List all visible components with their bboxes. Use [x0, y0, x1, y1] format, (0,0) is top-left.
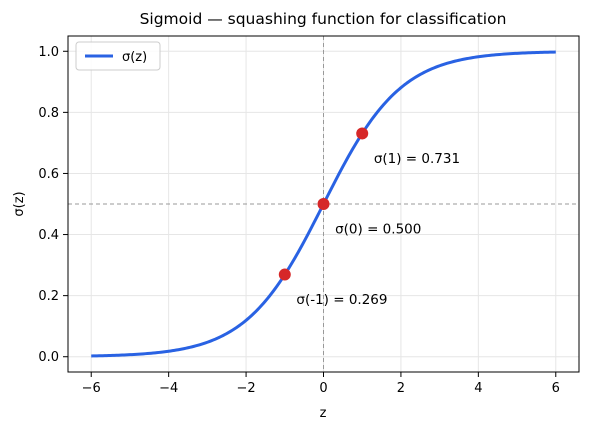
- y-tick-label-3: 0.6: [38, 167, 59, 182]
- legend-label: σ(z): [122, 50, 147, 65]
- x-tick-label-2: −2: [236, 381, 255, 396]
- x-tick-label-6: 6: [552, 381, 560, 396]
- highlight-point-label-1: σ(0) = 0.500: [335, 221, 421, 237]
- y-tick-label-2: 0.4: [38, 228, 59, 243]
- x-axis-label: z: [320, 406, 327, 421]
- chart-title: Sigmoid — squashing function for classif…: [140, 10, 507, 28]
- axes: −6 −4 −2 0 2 4 6 0.0 0.2 0.4 0.6 0.8 1.0: [38, 35, 580, 396]
- legend-box: [75, 41, 161, 71]
- highlight-point-2: [356, 127, 369, 140]
- y-tick-label-0: 0.0: [38, 350, 59, 365]
- y-tick-label-1: 0.2: [38, 289, 59, 304]
- y-axis-label: σ(z): [12, 191, 27, 216]
- highlight-point-1: [317, 198, 330, 210]
- x-tick-label-4: 2: [397, 381, 405, 396]
- x-tick-label-0: −6: [82, 381, 101, 396]
- highlight-points: [278, 127, 369, 281]
- highlight-point-label-2: σ(1) = 0.731: [374, 151, 460, 167]
- x-tick-label-5: 4: [474, 381, 482, 396]
- x-tick-label-3: 0: [319, 381, 327, 396]
- highlight-point-label-0: σ(-1) = 0.269: [296, 292, 387, 308]
- highlight-point-0: [278, 268, 291, 281]
- annotations: σ(-1) = 0.269 σ(0) = 0.500 σ(1) = 0.731: [296, 151, 460, 308]
- y-tick-label-5: 1.0: [38, 45, 59, 60]
- y-tick-label-4: 0.8: [38, 106, 59, 121]
- x-tick-label-1: −4: [159, 381, 178, 396]
- legend: σ(z): [75, 41, 161, 71]
